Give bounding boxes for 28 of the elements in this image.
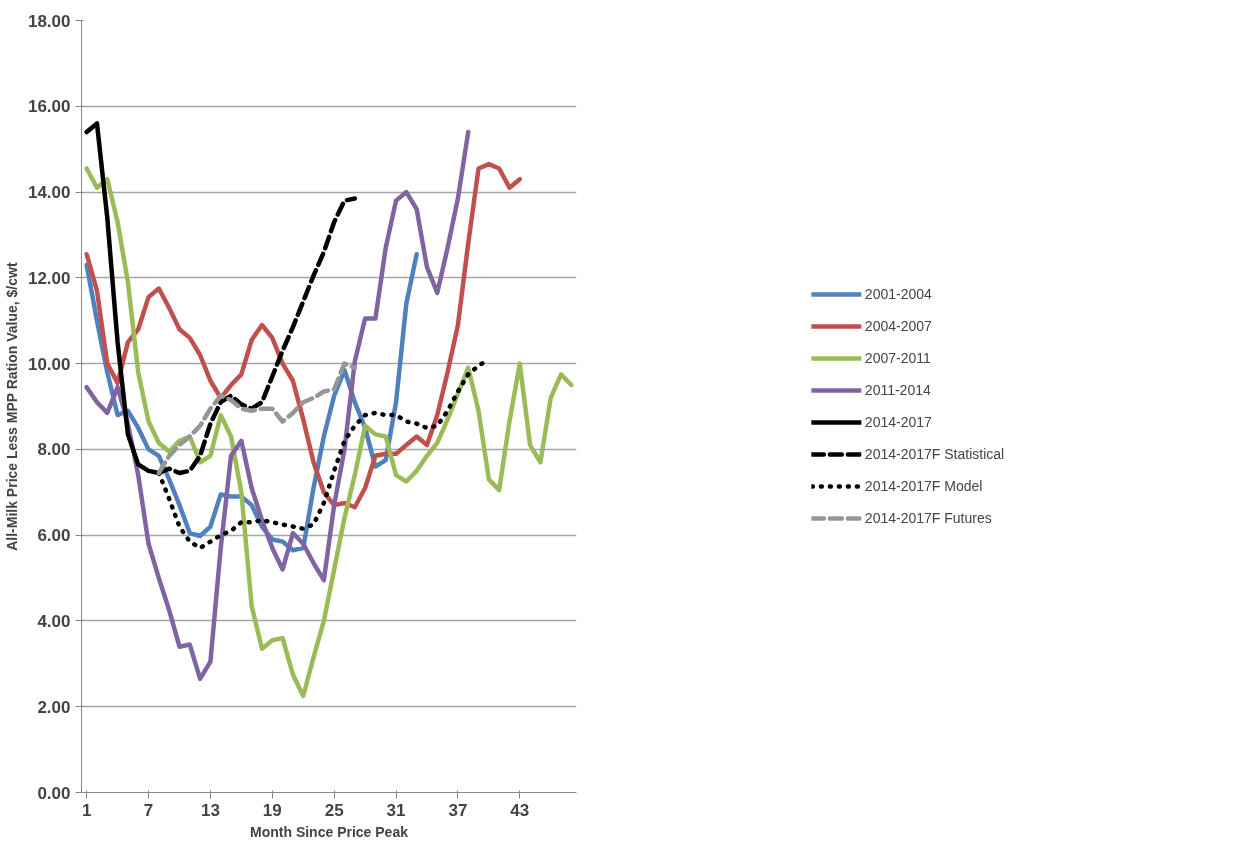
y-tick-label: 14.00 [27,183,71,203]
x-tick-label: 7 [143,800,154,820]
y-axis-title: All-Milk Price Less MPP Ration Value, $/cwt [3,262,20,551]
x-tick-label: 19 [262,800,282,820]
y-tick-label: 16.00 [27,97,71,117]
y-tick-label: 10.00 [27,354,71,374]
x-tick-label: 43 [510,800,530,820]
y-tick-label: 18.00 [27,11,71,31]
x-tick-label: 25 [324,800,344,820]
y-tick-label: 12.00 [27,268,71,288]
y-tick-label: 2.00 [37,697,71,717]
x-tick-label: 37 [448,800,468,820]
legend-label: 2014-2017F Model [864,478,983,494]
y-tick-label: 0.00 [37,783,71,803]
x-tick-label: 31 [386,800,406,820]
legend-label: 2014-2017F Statistical [864,446,1005,462]
y-tick-label: 8.00 [37,440,71,460]
legend-label: 2014-2017F Futures [864,510,992,526]
legend-label: 2004-2007 [864,318,932,334]
x-tick-label: 13 [200,800,220,820]
legend-label: 2007-2011 [864,350,931,366]
x-axis-title: Month Since Price Peak [250,823,409,840]
legend-label: 2014-2017 [864,414,932,430]
y-tick-label: 4.00 [37,611,71,631]
x-tick-label: 1 [81,800,92,820]
legend-label: 2011-2014 [864,382,931,398]
y-tick-label: 6.00 [37,526,71,546]
legend-label: 2001-2004 [864,286,932,302]
